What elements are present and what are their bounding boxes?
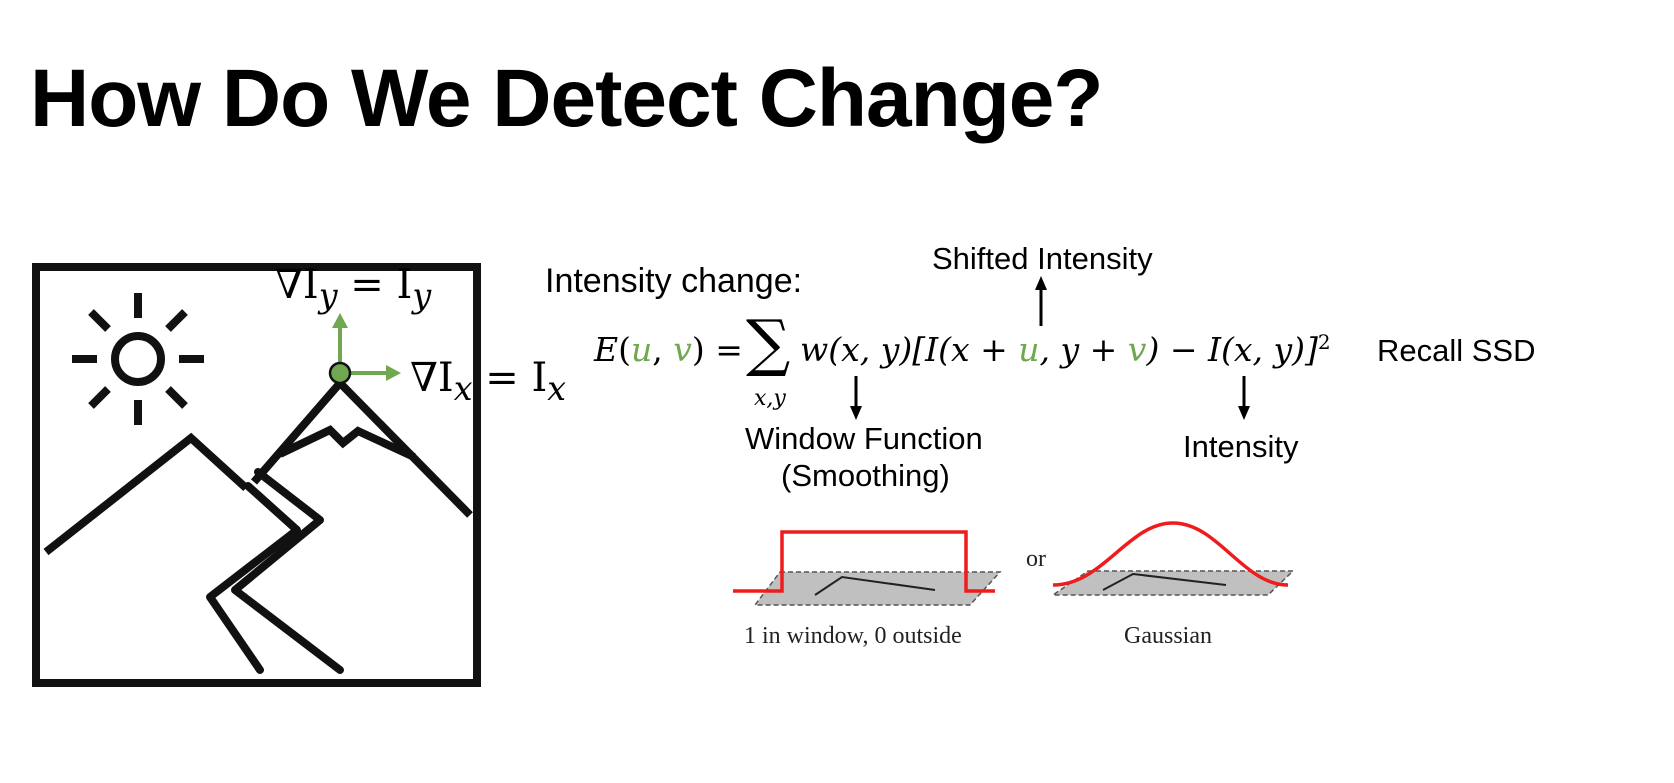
gradient-arrows — [328, 313, 401, 385]
box-window-caption: 1 in window, 0 outside — [744, 623, 962, 649]
gaussian-plane — [1050, 570, 1295, 596]
gaussian-window-plot — [1050, 521, 1295, 596]
energy-equation-rhs: w(x, y)[I(x + u, y + v) − I(x, y)]2 — [800, 330, 1331, 369]
gradient-y-label: ∇Iy = Iy — [275, 262, 432, 315]
smoothing-label: (Smoothing) — [781, 458, 950, 493]
intensity-label: Intensity — [1183, 429, 1299, 464]
window-arrow-icon — [850, 376, 862, 420]
or-label: or — [1026, 546, 1046, 572]
frame — [32, 263, 481, 687]
sun-icon — [72, 293, 204, 425]
intensity-arrow-icon — [1238, 376, 1250, 420]
box-plane — [753, 571, 1002, 606]
window-function-label: Window Function — [745, 421, 983, 456]
gaussian-caption: Gaussian — [1124, 623, 1212, 649]
recall-ssd-label: Recall SSD — [1377, 333, 1536, 368]
summation-subscript: x,y — [754, 386, 786, 411]
slide-title: How Do We Detect Change? — [30, 53, 1103, 144]
shifted-intensity-label: Shifted Intensity — [932, 241, 1153, 276]
gaussian-profile — [1102, 572, 1227, 591]
box-window-plot — [733, 530, 1002, 606]
feature-point — [328, 361, 352, 385]
box-profile — [814, 575, 936, 596]
gradient-x-label: ∇Ix = Ix — [410, 355, 567, 408]
gaussian-curve — [1052, 521, 1289, 587]
summation-symbol: ∑ — [746, 306, 791, 379]
box-window-curve — [733, 530, 995, 593]
energy-equation-lhs: E(u, v) = — [594, 330, 743, 369]
path-icon — [206, 468, 344, 674]
mountain-sun-figure — [32, 263, 481, 687]
intensity-change-label: Intensity change: — [545, 262, 803, 300]
shifted-arrow-icon — [1035, 276, 1047, 326]
